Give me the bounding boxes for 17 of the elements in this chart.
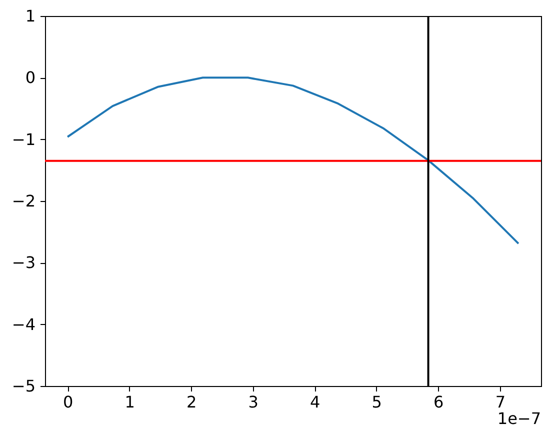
y-tick-label: −4 <box>12 314 36 334</box>
y-tick-label: 1 <box>25 6 36 26</box>
x-tick-label: 7 <box>495 392 506 412</box>
text: 1e−7 <box>497 409 541 428</box>
y-tick-label: −1 <box>12 130 36 149</box>
x-tick-label: 3 <box>248 392 258 412</box>
x-tick-label: 5 <box>372 392 382 412</box>
y-tick-label: −5 <box>12 376 36 396</box>
x-tick-label: 1 <box>124 392 135 412</box>
y-tick-label: 0 <box>25 68 36 88</box>
x-tick-label: 4 <box>310 392 320 412</box>
x-tick-label: 0 <box>62 392 74 412</box>
line-series <box>66 76 520 245</box>
x-tick-label: 2 <box>186 392 197 412</box>
y-tick-label: −2 <box>12 192 36 210</box>
x-tick-label: 6 <box>434 392 444 412</box>
y-tick-label: −3 <box>12 253 36 272</box>
